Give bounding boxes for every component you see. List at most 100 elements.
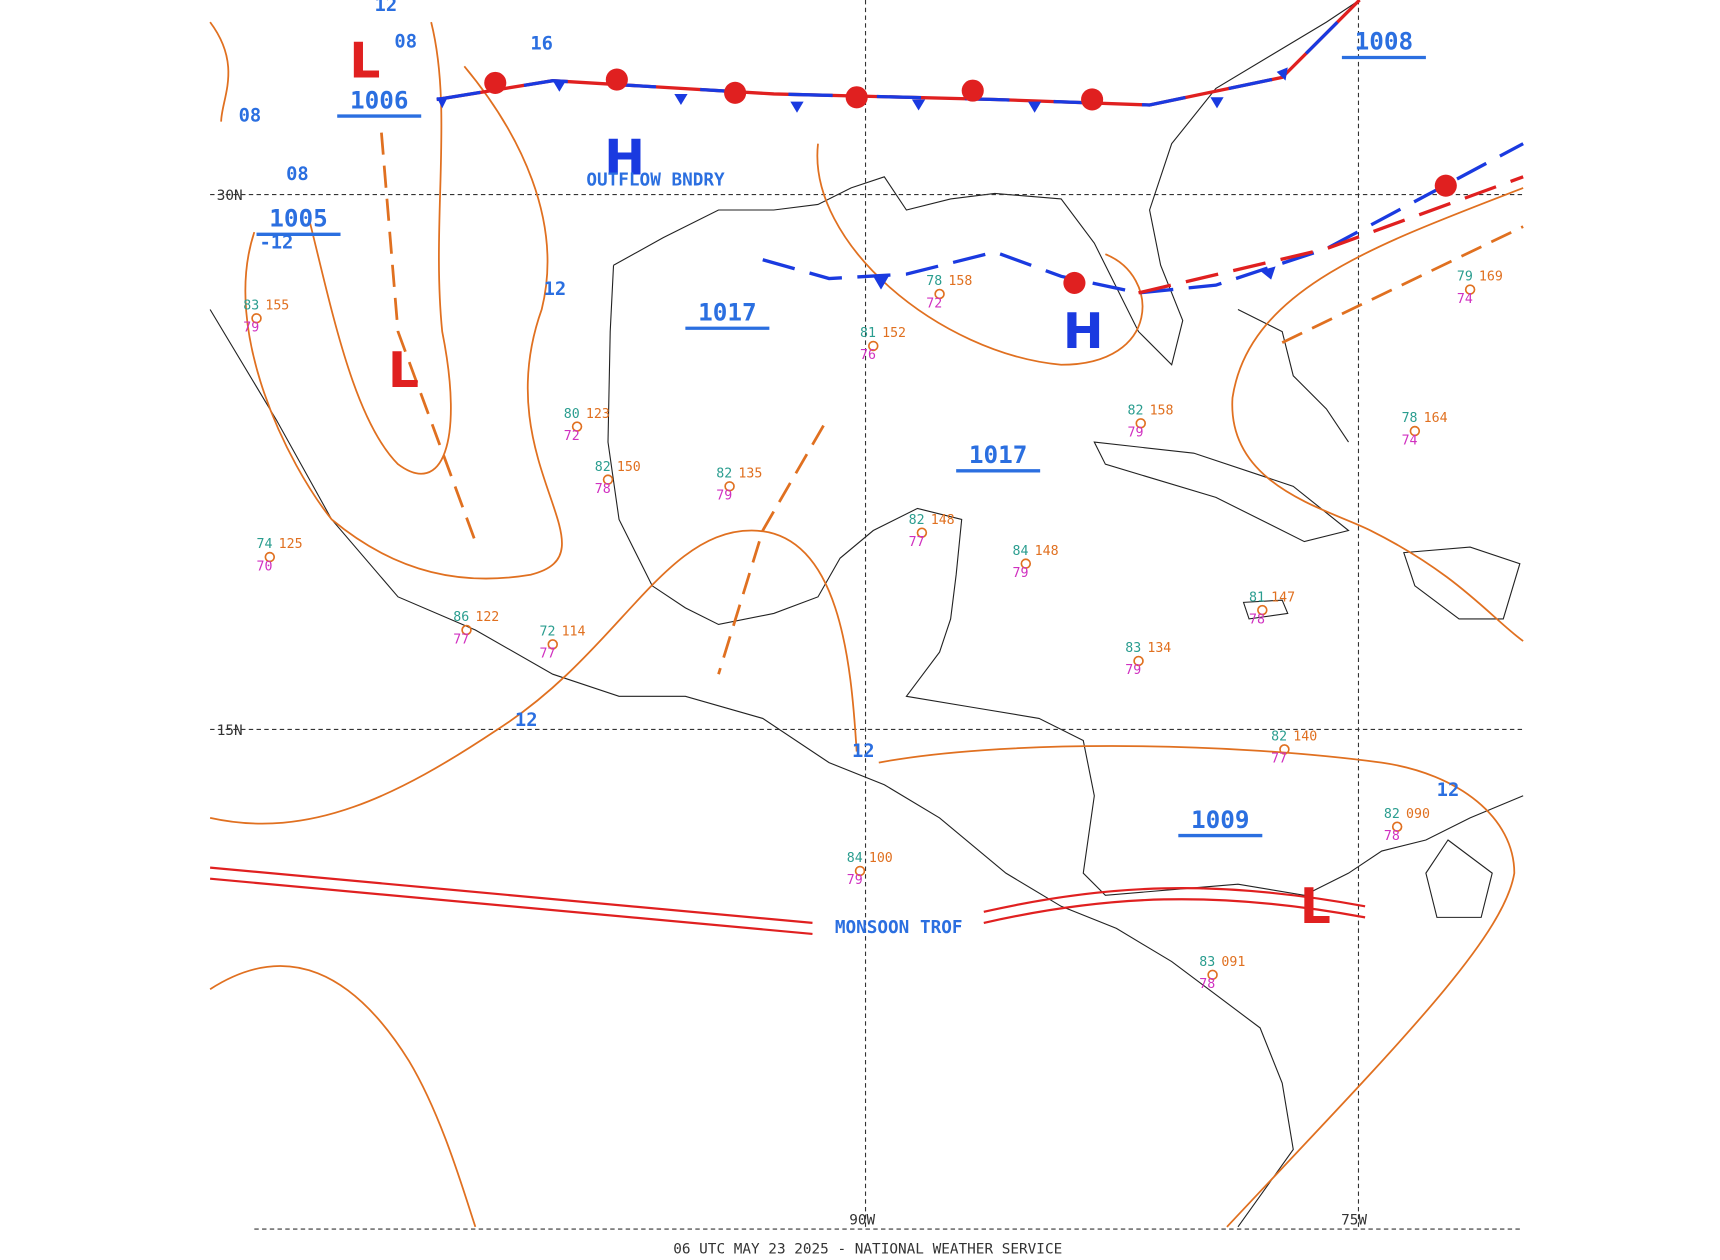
station-circle [1391, 821, 1403, 832]
contour-label: 12 [544, 279, 567, 300]
station-pressure: 125 [279, 537, 303, 552]
station-pressure: 100 [869, 851, 893, 866]
station-dewpoint: 79 [243, 321, 259, 336]
station-dewpoint: 77 [539, 647, 555, 662]
station-circle [547, 639, 558, 650]
station-temp: 86 [453, 610, 469, 625]
station-dewpoint: 78 [1249, 612, 1265, 627]
station-circle [868, 340, 879, 352]
pressure-label: 1017 [969, 440, 1028, 469]
station-temp: 81 [860, 326, 876, 341]
station-temp: 78 [926, 274, 942, 289]
station-circle [1207, 969, 1218, 981]
pressure-label: 1006 [350, 85, 409, 114]
station-circle [1279, 744, 1290, 755]
coastlines [209, 0, 1524, 1228]
station-pressure: 164 [1424, 411, 1448, 426]
station-temp: 74 [257, 537, 273, 552]
contour-label: 08 [286, 164, 309, 185]
grid-label: 75W [1341, 1213, 1367, 1229]
station-dewpoint: 76 [860, 348, 876, 363]
station-pressure: 158 [1150, 403, 1174, 418]
station-pressure: 148 [1035, 544, 1059, 559]
station-pressure: 091 [1221, 955, 1245, 970]
station-temp: 82 [1271, 730, 1287, 745]
contour-label: 08 [239, 106, 262, 127]
station-circle [461, 624, 472, 636]
station-pressure: 169 [1479, 270, 1503, 285]
station-pressure: 150 [617, 460, 641, 475]
station-circle [1257, 604, 1268, 616]
station-dewpoint: 74 [1457, 292, 1473, 307]
station-dewpoint: 79 [1125, 663, 1141, 678]
station-dewpoint: 77 [453, 632, 469, 647]
pressure-label: 1008 [1355, 27, 1414, 56]
station-dewpoint: 77 [1271, 752, 1287, 767]
pressure-label: 1009 [1191, 805, 1250, 834]
station-temp: 82 [595, 460, 611, 475]
station-dewpoint: 78 [1199, 977, 1215, 992]
station-pressure: 114 [562, 625, 586, 640]
station-pressure: 090 [1406, 807, 1430, 822]
station-pressure: 140 [1293, 730, 1317, 745]
station-dewpoint: 78 [595, 482, 611, 497]
station-pressure: 122 [475, 610, 499, 625]
station-dewpoint: 72 [926, 296, 942, 311]
footer: 06 UTC MAY 23 2025 - NATIONAL WEATHER SE… [673, 1241, 1062, 1257]
station-temp: 82 [716, 466, 732, 481]
station-temp: 83 [1125, 641, 1141, 656]
station-temp: 79 [1457, 270, 1473, 285]
isobars [209, 21, 1524, 1228]
station-dewpoint: 79 [847, 873, 863, 888]
pressure-center: H [1063, 304, 1104, 360]
pressure-center: L [388, 343, 419, 399]
station-dewpoint: 72 [564, 429, 580, 444]
station-circle [1135, 418, 1146, 429]
station-pressure: 148 [931, 513, 955, 528]
station-circle [571, 421, 583, 432]
station-temp: 78 [1402, 411, 1418, 426]
station-pressure: 155 [265, 298, 289, 313]
station-dewpoint: 79 [1013, 566, 1029, 581]
station-pressure: 123 [586, 407, 610, 422]
contour-label: 16 [530, 34, 553, 55]
station-dewpoint: 78 [1384, 829, 1400, 844]
station-circle [934, 288, 945, 300]
station-dewpoint: 77 [909, 535, 925, 550]
contour-label: 12 [375, 0, 398, 16]
station-temp: 72 [539, 625, 555, 640]
station-circle [854, 865, 866, 877]
station-circle [1133, 655, 1144, 667]
contour-label: 08 [394, 32, 417, 53]
station-circle [724, 481, 735, 492]
station-pressure: 152 [882, 326, 906, 341]
grid-label: 30N [217, 188, 243, 204]
station-pressure: 135 [738, 466, 762, 481]
station-dewpoint: 70 [257, 559, 273, 574]
station-circle [1409, 425, 1421, 437]
lat-lon-grid [210, 0, 1524, 1230]
station-pressure: 147 [1271, 590, 1295, 605]
fronts [210, 0, 1524, 936]
station-temp: 83 [243, 298, 259, 313]
station-pressure: 134 [1147, 641, 1171, 656]
station-temp: 80 [564, 407, 580, 422]
feature-label: MONSOON TROF [835, 918, 963, 938]
contour-label: 12 [852, 741, 875, 762]
stations: 82 79 158 81 76 152 78 72 158 80 72 123 82 78 150 82 79 1… [243, 270, 1503, 992]
station-temp: 84 [847, 851, 863, 866]
station-temp: 82 [1127, 403, 1143, 418]
feature-label: OUTFLOW BNDRY [586, 171, 725, 191]
station-temp: 84 [1013, 544, 1029, 559]
station-circle [251, 313, 262, 324]
station-temp: 82 [1384, 807, 1400, 822]
station-temp: 81 [1249, 590, 1265, 605]
pressure-center: L [349, 33, 380, 89]
grid-label: 15N [217, 723, 243, 739]
station-dewpoint: 74 [1402, 433, 1418, 448]
pressure-label: 1005 [269, 204, 328, 233]
station-circle [1464, 284, 1476, 295]
